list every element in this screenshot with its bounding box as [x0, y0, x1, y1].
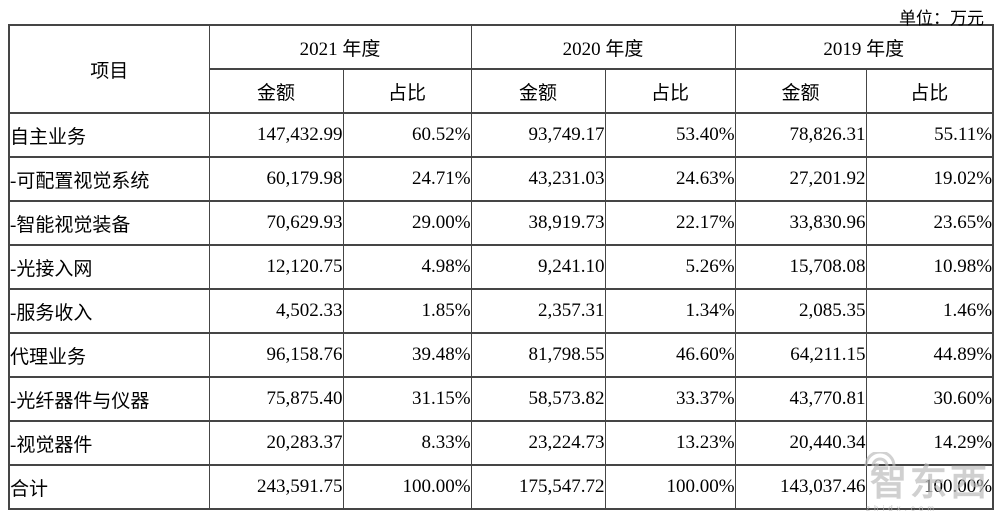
- ratio-cell: 100.00%: [342, 464, 472, 510]
- header-ratio-2019: 占比: [865, 68, 994, 114]
- row-label: -光接入网: [8, 244, 210, 290]
- ratio-cell: 19.02%: [865, 156, 994, 202]
- table-row: -智能视觉装备 70,629.93 29.00% 38,919.73 22.17% 33,…: [8, 200, 994, 246]
- amount-cell: 175,547.72: [470, 464, 606, 510]
- amount-cell: 2,085.35: [734, 288, 867, 334]
- header-ratio-2021: 占比: [342, 68, 472, 114]
- amount-cell: 12,120.75: [208, 244, 344, 290]
- ratio-cell: 4.98%: [342, 244, 472, 290]
- row-label: -视觉器件: [8, 420, 210, 466]
- row-label: 代理业务: [8, 332, 210, 378]
- ratio-cell: 8.33%: [342, 420, 472, 466]
- amount-cell: 64,211.15: [734, 332, 867, 378]
- ratio-cell: 30.60%: [865, 376, 994, 422]
- table-row: 合计 243,591.75 100.00% 175,547.72 100.00% 143,…: [8, 464, 994, 510]
- ratio-cell: 24.63%: [604, 156, 736, 202]
- row-label: -智能视觉装备: [8, 200, 210, 246]
- row-label: -可配置视觉系统: [8, 156, 210, 202]
- ratio-cell: 14.29%: [865, 420, 994, 466]
- header-item: 项目: [8, 24, 210, 114]
- ratio-cell: 46.60%: [604, 332, 736, 378]
- header-amount-2020: 金额: [470, 68, 606, 114]
- amount-cell: 20,440.34: [734, 420, 867, 466]
- ratio-cell: 53.40%: [604, 112, 736, 158]
- amount-cell: 2,357.31: [470, 288, 606, 334]
- header-year-2021: 2021 年度: [208, 24, 472, 70]
- unit-label: 单位：万元: [899, 9, 984, 28]
- revenue-table: 项目 2021 年度 2020 年度 2019 年度 金额 占比 金额 占比 金…: [8, 24, 995, 510]
- amount-cell: 93,749.17: [470, 112, 606, 158]
- table-row: -光纤器件与仪器 75,875.40 31.15% 58,573.82 33.37% 43…: [8, 376, 994, 422]
- ratio-cell: 22.17%: [604, 200, 736, 246]
- amount-cell: 58,573.82: [470, 376, 606, 422]
- ratio-cell: 60.52%: [342, 112, 472, 158]
- amount-cell: 4,502.33: [208, 288, 344, 334]
- header-amount-2019: 金额: [734, 68, 867, 114]
- amount-cell: 81,798.55: [470, 332, 606, 378]
- ratio-cell: 1.46%: [865, 288, 994, 334]
- ratio-cell: 1.34%: [604, 288, 736, 334]
- amount-cell: 60,179.98: [208, 156, 344, 202]
- ratio-cell: 33.37%: [604, 376, 736, 422]
- header-ratio-2020: 占比: [604, 68, 736, 114]
- amount-cell: 9,241.10: [470, 244, 606, 290]
- ratio-cell: 24.71%: [342, 156, 472, 202]
- row-label: -光纤器件与仪器: [8, 376, 210, 422]
- amount-cell: 147,432.99: [208, 112, 344, 158]
- amount-cell: 243,591.75: [208, 464, 344, 510]
- row-label: -服务收入: [8, 288, 210, 334]
- amount-cell: 143,037.46: [734, 464, 867, 510]
- row-label: 合计: [8, 464, 210, 510]
- table-row: 代理业务 96,158.76 39.48% 81,798.55 46.60% 64,211…: [8, 332, 994, 378]
- ratio-cell: 100.00%: [865, 464, 994, 510]
- table-row: -视觉器件 20,283.37 8.33% 23,224.73 13.23% 20,440…: [8, 420, 994, 466]
- row-label: 自主业务: [8, 112, 210, 158]
- table-row: 自主业务 147,432.99 60.52% 93,749.17 53.40% 78,82…: [8, 112, 994, 158]
- ratio-cell: 55.11%: [865, 112, 994, 158]
- amount-cell: 70,629.93: [208, 200, 344, 246]
- amount-cell: 27,201.92: [734, 156, 867, 202]
- amount-cell: 78,826.31: [734, 112, 867, 158]
- ratio-cell: 5.26%: [604, 244, 736, 290]
- ratio-cell: 1.85%: [342, 288, 472, 334]
- ratio-cell: 39.48%: [342, 332, 472, 378]
- ratio-cell: 29.00%: [342, 200, 472, 246]
- table-header: 项目 2021 年度 2020 年度 2019 年度 金额 占比 金额 占比 金…: [8, 24, 994, 114]
- ratio-cell: 100.00%: [604, 464, 736, 510]
- header-year-2019: 2019 年度: [734, 24, 994, 70]
- header-year-2020: 2020 年度: [470, 24, 736, 70]
- ratio-cell: 31.15%: [342, 376, 472, 422]
- amount-cell: 43,770.81: [734, 376, 867, 422]
- ratio-cell: 23.65%: [865, 200, 994, 246]
- ratio-cell: 44.89%: [865, 332, 994, 378]
- table-row: -服务收入 4,502.33 1.85% 2,357.31 1.34% 2,085.35 1…: [8, 288, 994, 334]
- amount-cell: 33,830.96: [734, 200, 867, 246]
- ratio-cell: 13.23%: [604, 420, 736, 466]
- amount-cell: 38,919.73: [470, 200, 606, 246]
- table-row: -可配置视觉系统 60,179.98 24.71% 43,231.03 24.63% 27…: [8, 156, 994, 202]
- header-amount-2021: 金额: [208, 68, 344, 114]
- amount-cell: 15,708.08: [734, 244, 867, 290]
- amount-cell: 20,283.37: [208, 420, 344, 466]
- amount-cell: 23,224.73: [470, 420, 606, 466]
- amount-cell: 96,158.76: [208, 332, 344, 378]
- amount-cell: 43,231.03: [470, 156, 606, 202]
- table-body: 自主业务 147,432.99 60.52% 93,749.17 53.40% 78,82…: [8, 112, 994, 510]
- table-row: -光接入网 12,120.75 4.98% 9,241.10 5.26% 15,708.0…: [8, 244, 994, 290]
- amount-cell: 75,875.40: [208, 376, 344, 422]
- ratio-cell: 10.98%: [865, 244, 994, 290]
